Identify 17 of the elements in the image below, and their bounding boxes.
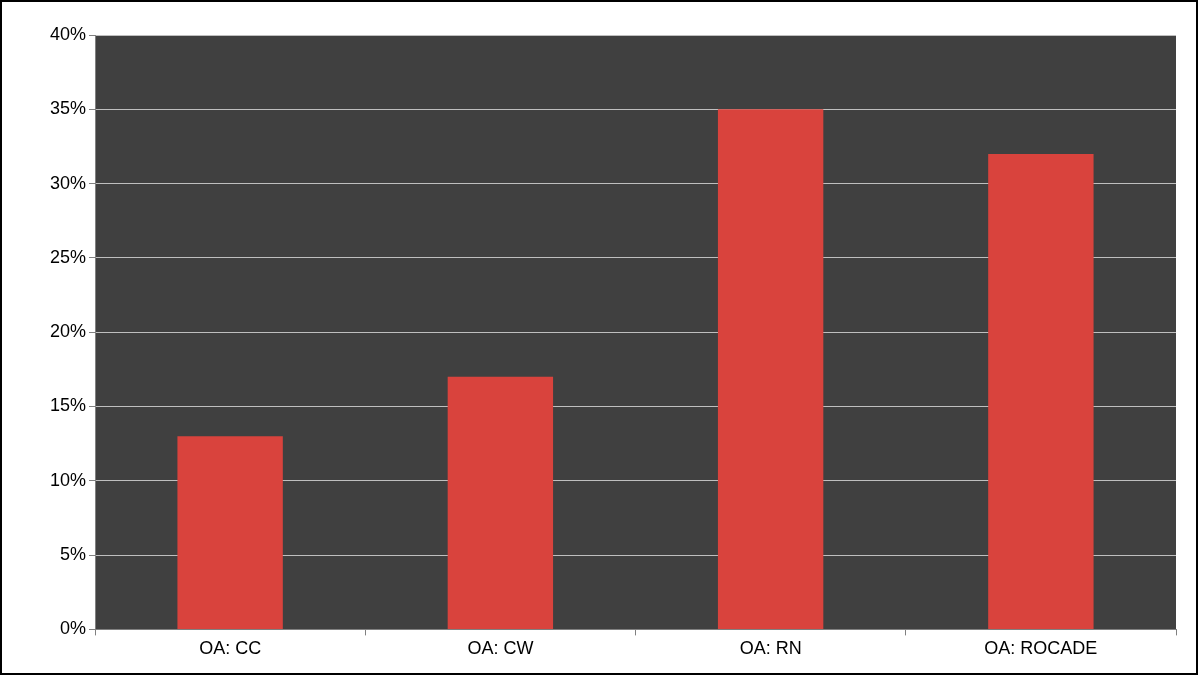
x-tick-label: OA: RN xyxy=(739,638,802,659)
y-tick-label: 30% xyxy=(49,172,86,193)
y-tick-label: 35% xyxy=(49,98,86,119)
y-tick-label: 5% xyxy=(59,544,86,565)
x-tick-label: OA: CW xyxy=(467,638,534,659)
y-tick-label: 20% xyxy=(49,321,86,342)
x-tick-label: OA: ROCADE xyxy=(984,638,1098,659)
y-tick-label: 10% xyxy=(49,469,86,490)
bar xyxy=(447,376,554,629)
y-tick-label: 40% xyxy=(49,23,86,44)
bar xyxy=(177,436,283,629)
y-tick-label: 0% xyxy=(59,618,86,639)
y-tick-label: 15% xyxy=(49,395,86,416)
x-tick-label: OA: CC xyxy=(199,638,262,659)
bar xyxy=(988,153,1094,629)
bar xyxy=(717,109,824,629)
y-tick-label: 25% xyxy=(49,246,86,267)
